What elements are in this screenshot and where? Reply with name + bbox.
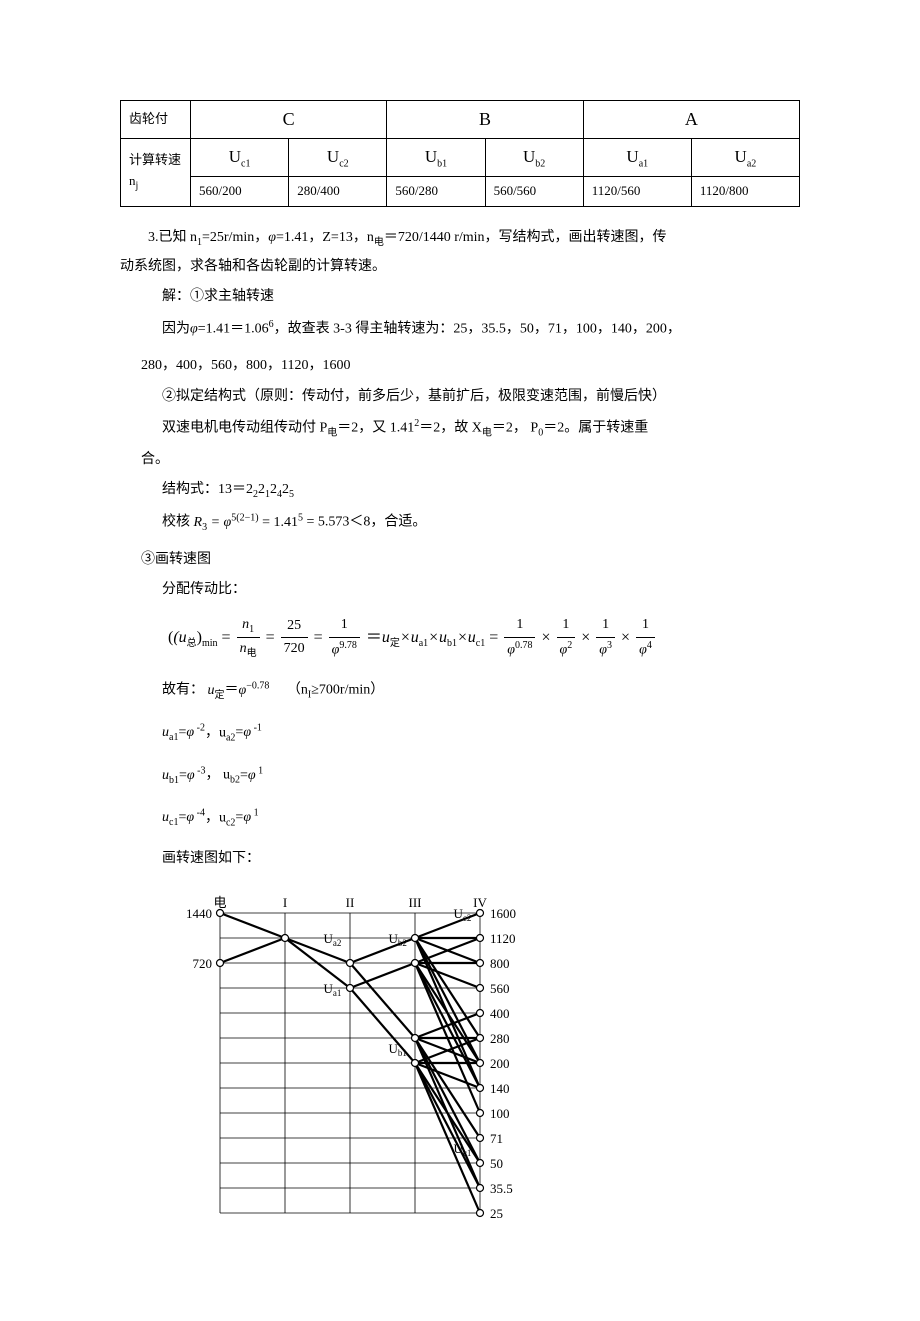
svg-text:Ua2: Ua2 [324,931,342,948]
hdr-c: C [191,101,387,139]
svg-text:Ub2: Ub2 [389,931,407,948]
sol-h3: ③画转速图 [141,547,800,574]
cell-uc1: Uc1 [191,138,289,176]
sol-p7: ua1=φ -2，ua2=φ -1 [162,719,800,747]
hdr-b: B [387,101,583,139]
svg-text:400: 400 [490,1006,510,1021]
val-0: 560/200 [191,177,289,207]
val-4: 1120/560 [583,177,691,207]
sol-p1: 因为φ=1.41＝1.066，故查表 3-3 得主轴转速为：25，35.5，50… [162,315,800,343]
svg-text:Ua1: Ua1 [324,981,342,998]
cell-ua1: Ua1 [583,138,691,176]
svg-text:1120: 1120 [490,931,516,946]
problem-line2: 动系统图，求各轴和各齿轮副的计算转速。 [120,256,800,278]
sol-h1: 解：①求主轴转速 [162,284,800,311]
svg-text:100: 100 [490,1106,510,1121]
svg-text:280: 280 [490,1031,510,1046]
val-1: 280/400 [289,177,387,207]
svg-text:800: 800 [490,956,510,971]
svg-text:140: 140 [490,1081,510,1096]
sol-p1d: 280，400，560，800，1120，1600 [141,353,800,380]
row1-label: 齿轮付 [121,101,191,139]
val-5: 1120/800 [691,177,799,207]
svg-text:电: 电 [213,895,226,910]
svg-text:IV: IV [473,895,487,910]
sol-p2: 双速电机电传动组传动付 P电＝2，又 1.412＝2，故 X电＝2， P0＝2。… [162,414,800,442]
main-formula: ((u总)min = n1n电 = 25720 = 1φ9.78 ＝u定×ua1… [168,614,800,663]
svg-text:25: 25 [490,1206,503,1221]
sol-p2f: 合。 [141,447,800,474]
svg-text:200: 200 [490,1056,510,1071]
svg-text:II: II [346,895,355,910]
sol-p9: uc1=φ -4，uc2=φ 1 [162,804,800,832]
sol-p10: 画转速图如下： [162,846,800,873]
sol-p5: 分配传动比： [162,577,800,604]
svg-text:560: 560 [490,981,510,996]
sol-h2: ②拟定结构式（原则：传动付，前多后少，基前扩后，极限变速范围，前慢后快） [162,384,800,411]
svg-text:Ub1: Ub1 [389,1041,407,1058]
row2-label: 计算转速 nj [121,138,191,206]
sol-p3: 结构式：13＝22212425 [162,477,800,504]
diagram-svg: 电IIIIIIIV1440720160011208005604002802001… [160,893,560,1273]
cell-ub2: Ub2 [485,138,583,176]
svg-text:720: 720 [193,956,213,971]
svg-text:1600: 1600 [490,906,516,921]
svg-text:1440: 1440 [186,906,212,921]
val-2: 560/280 [387,177,485,207]
speed-diagram: 电IIIIIIIV1440720160011208005604002802001… [160,893,800,1281]
hdr-a: A [583,101,799,139]
problem-line1: 3.已知 n1=25r/min，φ=1.41，Z=13，n电＝720/1440 … [120,225,800,252]
sol-p4: 校核 R3 = φ5(2−1) = 1.415 = 5.573＜8，合适。 [162,508,800,536]
cell-ua2: Ua2 [691,138,799,176]
svg-text:III: III [409,895,422,910]
svg-text:35.5: 35.5 [490,1181,513,1196]
val-3: 560/560 [485,177,583,207]
sol-p8: ub1=φ -3， ub2=φ 1 [162,761,800,789]
cell-uc2: Uc2 [289,138,387,176]
svg-text:50: 50 [490,1156,503,1171]
svg-text:71: 71 [490,1131,503,1146]
svg-text:I: I [283,895,287,910]
sol-p6: 故有： u定＝φ−0.78 （nI≥700r/min） [162,676,800,704]
svg-text:Uc2: Uc2 [454,906,472,923]
gear-table: 齿轮付 C B A 计算转速 nj Uc1 Uc2 Ub1 Ub2 Ua1 Ua… [120,100,800,207]
cell-ub1: Ub1 [387,138,485,176]
